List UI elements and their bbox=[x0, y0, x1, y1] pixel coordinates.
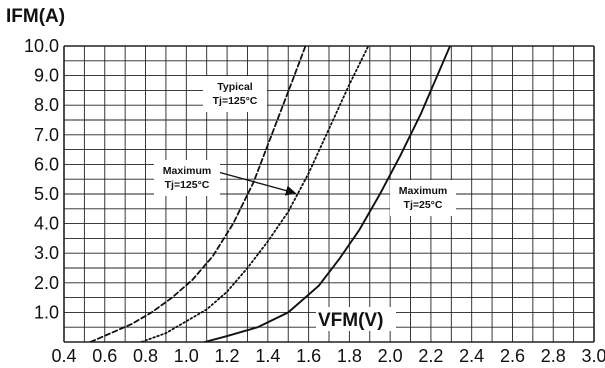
y-tick-label: 2.0 bbox=[34, 273, 59, 293]
annotation-background bbox=[154, 160, 220, 196]
y-tick-label: 6.0 bbox=[34, 154, 59, 174]
annotation-label: Tj=25°C bbox=[404, 199, 443, 211]
x-tick-labels: 0.4 0.6 0.8 1.0 1.2 1.4 1.6 1.8 2.0 2.2 2.4 2.6 2.8 3… bbox=[51, 346, 605, 366]
x-tick-label: 3.0 bbox=[581, 346, 605, 366]
x-tick-label: 1.2 bbox=[215, 346, 240, 366]
annotation-background bbox=[390, 180, 456, 216]
series-dashed-curve bbox=[89, 46, 307, 342]
y-tick-label: 5.0 bbox=[34, 184, 59, 204]
y-axis-title: IFM(A) bbox=[6, 6, 65, 27]
annotation-arrow bbox=[217, 171, 297, 196]
x-tick-label: 2.6 bbox=[500, 346, 525, 366]
annotations: Typical Tj=125°C Maximum Tj=125°C Maximum Tj=… bbox=[154, 76, 456, 216]
x-tick-label: 2.4 bbox=[459, 346, 484, 366]
x-tick-label: 2.8 bbox=[541, 346, 566, 366]
annotation-label: Tj=125°C bbox=[165, 179, 210, 191]
y-tick-labels: 1.0 2.0 3.0 4.0 5.0 6.0 7.0 8.0 9.0 10.0 bbox=[24, 36, 59, 322]
annotation-label: Maximum bbox=[399, 185, 447, 197]
y-tick-label: 9.0 bbox=[34, 66, 59, 86]
x-axis-title: VFM(V) bbox=[318, 310, 383, 331]
grid bbox=[63, 45, 595, 343]
annotation-background bbox=[203, 76, 267, 112]
y-tick-label: 8.0 bbox=[34, 95, 59, 115]
annotation-label: Tj=125°C bbox=[213, 95, 258, 107]
y-tick-label: 1.0 bbox=[34, 302, 59, 322]
y-tick-label: 3.0 bbox=[34, 243, 59, 263]
x-tick-label: 0.4 bbox=[51, 346, 76, 366]
x-tick-label: 1.6 bbox=[296, 346, 321, 366]
y-tick-label: 10.0 bbox=[24, 36, 59, 56]
series-group bbox=[89, 46, 452, 342]
annotation-label: Typical bbox=[217, 81, 252, 93]
x-tick-label: 0.6 bbox=[92, 346, 117, 366]
y-tick-label: 4.0 bbox=[34, 214, 59, 234]
x-tick-label: 2.0 bbox=[378, 346, 403, 366]
series-solid-curve bbox=[203, 46, 452, 342]
series-dotted-curve bbox=[140, 46, 370, 342]
x-tick-label: 2.2 bbox=[418, 346, 443, 366]
annotation-label: Maximum bbox=[163, 165, 211, 177]
y-tick-label: 7.0 bbox=[34, 125, 59, 145]
x-axis-title-background bbox=[316, 307, 396, 331]
x-tick-label: 1.4 bbox=[255, 346, 280, 366]
x-tick-label: 1.0 bbox=[174, 346, 199, 366]
x-tick-label: 1.8 bbox=[337, 346, 362, 366]
x-tick-label: 0.8 bbox=[133, 346, 158, 366]
